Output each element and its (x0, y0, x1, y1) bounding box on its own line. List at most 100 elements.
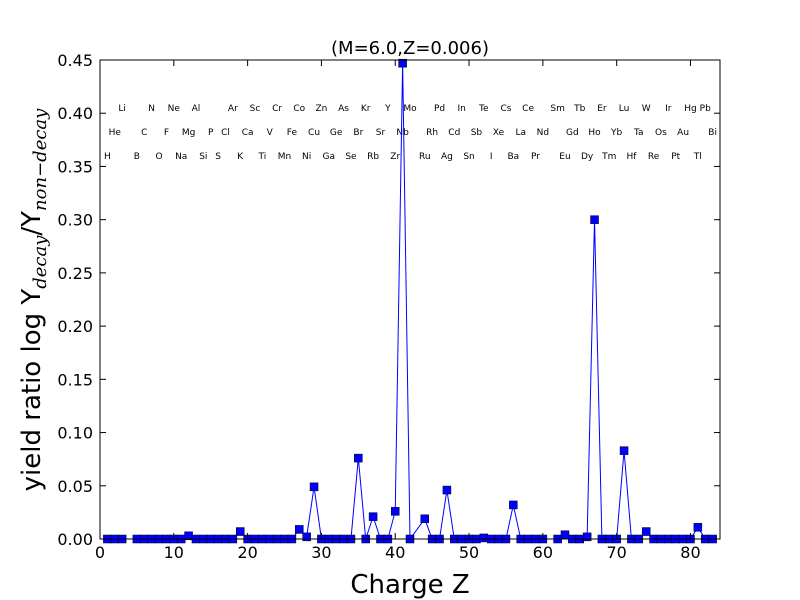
element-label: Mg (182, 128, 195, 138)
element-label: He (109, 128, 122, 138)
element-label: W (642, 104, 651, 114)
element-label: Cl (221, 128, 230, 138)
element-label: Pt (671, 152, 680, 162)
y-tick-label: 0.05 (57, 477, 93, 496)
data-point (509, 500, 518, 510)
element-label: Mo (403, 104, 417, 114)
element-label: Ce (522, 104, 534, 114)
x-tick-label: 50 (459, 543, 479, 562)
element-label: La (515, 128, 526, 138)
y-tick-label: 0.20 (57, 317, 93, 336)
element-label: Ga (323, 152, 336, 162)
element-label: Zn (315, 104, 327, 114)
element-label: P (208, 128, 214, 138)
data-point (354, 453, 363, 463)
element-label: Mn (278, 152, 291, 162)
x-tick-label: 60 (533, 543, 553, 562)
element-label: Hg (684, 104, 696, 114)
element-label: Rh (426, 128, 438, 138)
element-label: H (104, 152, 111, 162)
element-label: S (215, 152, 221, 162)
x-tick-label: 20 (237, 543, 257, 562)
data-point (390, 507, 400, 516)
chart-title: (M=6.0,Z=0.006) (331, 38, 489, 59)
element-label: Kr (361, 104, 371, 114)
data-point (560, 530, 570, 539)
element-label: Pr (531, 152, 540, 162)
element-label: C (141, 128, 147, 138)
y-tick-label: 0.35 (57, 157, 93, 176)
element-label: Sc (250, 104, 261, 114)
data-point (295, 525, 304, 534)
element-label: Yb (610, 128, 622, 138)
element-label: Eu (559, 152, 570, 162)
element-label: Sm (550, 104, 564, 114)
element-label: N (148, 104, 155, 114)
element-label: Bi (708, 128, 717, 138)
element-label: Li (118, 104, 126, 114)
data-point (479, 533, 489, 543)
y-tick-label: 0.40 (57, 104, 93, 123)
element-label: Ho (588, 128, 601, 138)
data-point (619, 446, 629, 455)
y-tick-label: 0.30 (57, 211, 93, 230)
element-label: Sb (471, 128, 483, 138)
axis-ticks: 0 10 20 30 40 50 60 70 80 0.00 0.05 0.10 0.15 0.20 0.2… (57, 51, 720, 562)
element-label: Tb (573, 104, 585, 114)
element-label: Ca (242, 128, 254, 138)
element-label: Tl (693, 152, 702, 162)
element-label: Dy (581, 152, 594, 162)
element-label: Sr (376, 128, 386, 138)
element-label: Cs (500, 104, 511, 114)
x-axis-label: Charge Z (350, 570, 469, 600)
element-label: K (237, 152, 244, 162)
element-label: Sn (463, 152, 474, 162)
y-tick-label: 0.10 (57, 424, 93, 443)
element-label: Cu (308, 128, 320, 138)
data-point (309, 482, 319, 492)
x-tick-label: 0 (95, 543, 105, 562)
element-label: Nb (396, 128, 409, 138)
y-tick-label: 0.25 (57, 264, 93, 283)
element-label: Na (175, 152, 187, 162)
element-label: Y (384, 104, 391, 114)
element-label: Ba (507, 152, 519, 162)
y-axis-label-sep: /Y (17, 211, 47, 236)
element-label: O (156, 152, 163, 162)
element-label: Cr (272, 104, 282, 114)
element-label: Nd (537, 128, 549, 138)
element-label: Ru (419, 152, 431, 162)
data-point (590, 215, 599, 224)
element-label: As (338, 104, 349, 114)
element-label: Er (597, 104, 607, 114)
data-point (420, 514, 430, 524)
element-label: I (490, 152, 493, 162)
element-label: Fe (287, 128, 298, 138)
element-label: V (267, 128, 274, 138)
x-tick-label: 70 (606, 543, 626, 562)
element-label: B (134, 152, 140, 162)
element-label: Au (677, 128, 689, 138)
element-label: Al (192, 104, 201, 114)
element-label: Tm (601, 152, 616, 162)
element-label: Gd (566, 128, 579, 138)
element-label: Xe (493, 128, 505, 138)
element-label: In (457, 104, 465, 114)
element-label: Co (293, 104, 305, 114)
element-labels: Li N Ne Al Ar Sc Cr Co Zn As Kr Y Mo Pd In Te Cs Ce Sm Tb Er… (104, 104, 717, 162)
element-label: Ag (441, 152, 453, 162)
data-point (442, 485, 452, 495)
element-label: Ta (633, 128, 644, 138)
x-tick-label: 10 (164, 543, 184, 562)
y-tick-label: 0.45 (57, 51, 93, 70)
element-label: Lu (619, 104, 630, 114)
element-label: Ne (168, 104, 181, 114)
x-tick-label: 30 (311, 543, 331, 562)
x-tick-label: 40 (385, 543, 405, 562)
plot-frame (99, 59, 721, 540)
y-axis-label-main: yield ratio log Y (17, 289, 47, 492)
data-point (641, 527, 651, 536)
element-label: Zr (390, 152, 400, 162)
